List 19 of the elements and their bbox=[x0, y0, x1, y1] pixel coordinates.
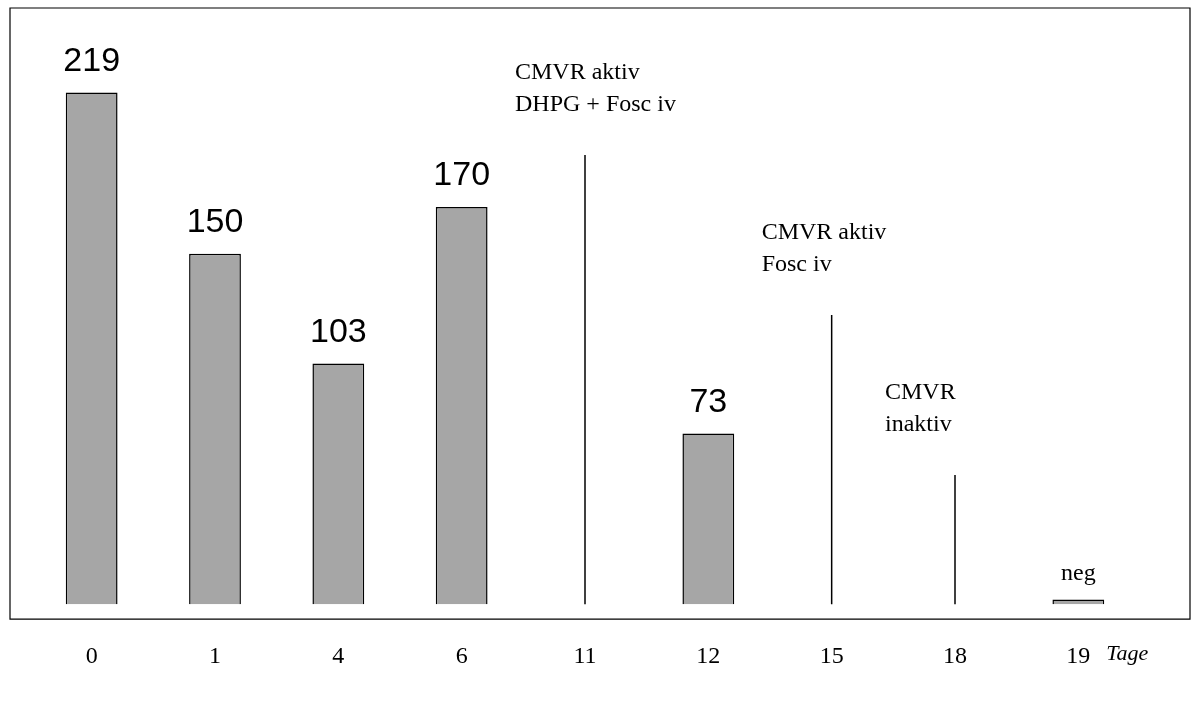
ref-line-label: CMVR aktiv Fosc iv bbox=[761, 218, 887, 277]
data-label: 150 bbox=[186, 201, 244, 240]
x-tick-label: 12 bbox=[696, 641, 721, 668]
ref-line-label: CMVR inaktiv bbox=[885, 378, 956, 437]
x-tick-label: 11 bbox=[573, 641, 597, 668]
x-tick-label: 19 bbox=[1066, 641, 1091, 668]
x-axis-title: Tage bbox=[1106, 639, 1149, 665]
ref-line-label: CMVR aktiv DHPG + Fosc iv bbox=[515, 58, 676, 117]
x-tick-label: 15 bbox=[819, 641, 844, 668]
data-label: neg bbox=[1061, 558, 1096, 585]
x-tick-label: 6 bbox=[455, 641, 468, 668]
data-label: 170 bbox=[433, 154, 491, 193]
x-tick-label: 18 bbox=[943, 641, 967, 668]
x-tick-label: 4 bbox=[332, 641, 345, 668]
x-tick-label: 1 bbox=[209, 641, 221, 668]
data-label: 219 bbox=[63, 39, 121, 78]
data-label: 103 bbox=[309, 310, 367, 349]
data-label: 73 bbox=[689, 380, 728, 419]
x-tick-label: 0 bbox=[85, 641, 98, 668]
